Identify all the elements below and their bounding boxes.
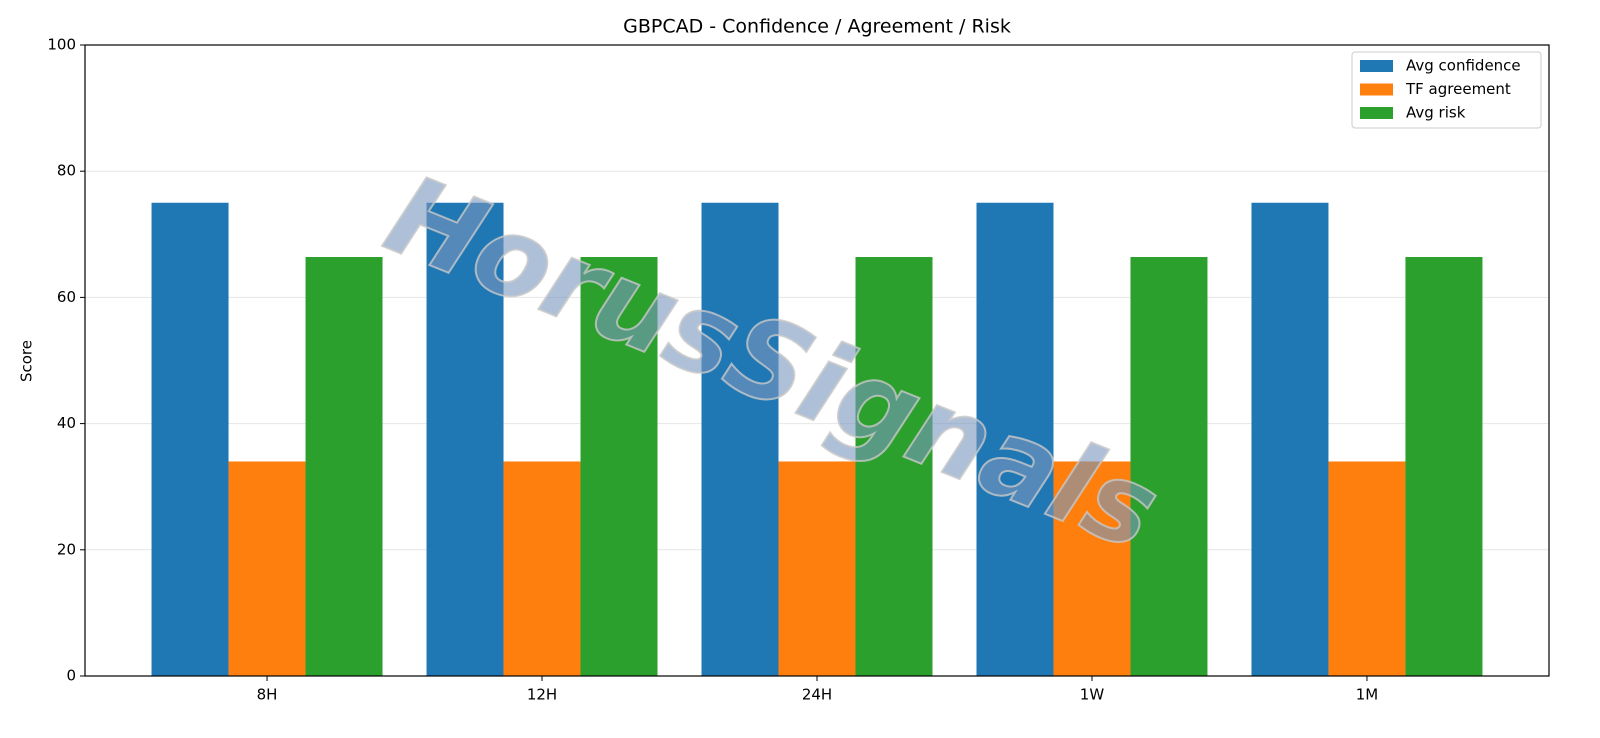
bar xyxy=(778,461,856,676)
bar xyxy=(503,461,581,676)
y-tick-label: 40 xyxy=(57,414,76,432)
bar xyxy=(228,461,306,676)
x-tick-label: 24H xyxy=(802,686,832,704)
x-tick-label: 1W xyxy=(1080,686,1105,704)
x-tick-label: 12H xyxy=(527,686,557,704)
y-tick-label: 20 xyxy=(57,540,76,558)
bar xyxy=(426,202,504,676)
bar xyxy=(1251,202,1329,676)
chart-title: GBPCAD - Confidence / Agreement / Risk xyxy=(623,16,1011,38)
bar xyxy=(580,257,658,676)
bar xyxy=(701,202,779,676)
y-axis-label: Score xyxy=(18,340,36,382)
y-tick-label: 0 xyxy=(66,667,76,685)
legend-label: Avg confidence xyxy=(1406,57,1521,75)
bar xyxy=(1405,257,1483,676)
legend-swatch xyxy=(1360,83,1393,96)
plot-frame xyxy=(84,44,1550,677)
x-tick-label: 1M xyxy=(1356,686,1379,704)
y-tick-label: 100 xyxy=(47,36,76,54)
bar xyxy=(1328,461,1406,676)
bar xyxy=(151,202,229,676)
y-tick-label: 80 xyxy=(57,162,76,180)
legend-swatch xyxy=(1360,107,1393,119)
legend-label: Avg risk xyxy=(1406,104,1466,122)
legend-swatch xyxy=(1360,60,1393,72)
bar xyxy=(976,202,1054,676)
legend-box xyxy=(1351,51,1542,129)
bar xyxy=(855,257,933,676)
legend-label: TF agreement xyxy=(1405,80,1511,98)
bar xyxy=(1130,257,1208,676)
bar xyxy=(305,257,383,676)
x-tick-label: 8H xyxy=(257,686,278,704)
y-tick-label: 60 xyxy=(57,288,76,306)
bar xyxy=(1053,461,1131,676)
